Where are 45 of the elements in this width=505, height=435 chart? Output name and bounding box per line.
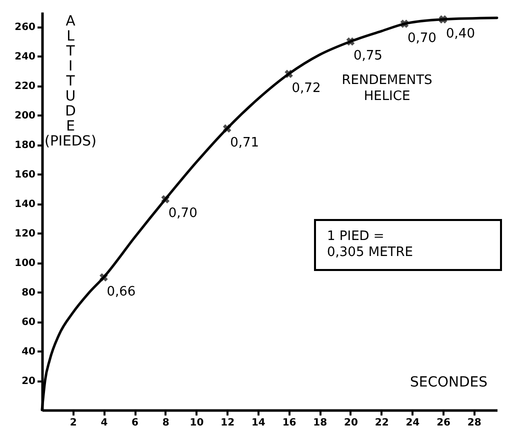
annotation: 0,70 <box>168 206 198 222</box>
annotation: 0,72 <box>292 80 321 96</box>
point <box>438 15 448 24</box>
y-tick-label: 40 <box>22 346 36 358</box>
x-tick-label: 6 <box>132 418 139 428</box>
annotation: RENDEMENTS HELICE <box>342 73 432 104</box>
y-tick-label: 60 <box>22 317 36 328</box>
y-tick-label: 140 <box>14 199 36 210</box>
point <box>346 37 355 46</box>
x-tick-label: 20 <box>344 418 358 428</box>
annotation: 0,75 <box>353 48 382 64</box>
y-tick-label: 240 <box>14 52 36 63</box>
x-tick-label: 28 <box>467 418 482 428</box>
x-tick-label: 2 <box>70 418 77 428</box>
annotation: 0,71 <box>230 135 260 150</box>
x-tick-label: 18 <box>313 418 328 428</box>
y-tick-label: 180 <box>14 140 36 152</box>
x-tick-label: 22 <box>374 418 389 428</box>
x-tick-label: 14 <box>251 418 266 428</box>
y-tick-label: 260 <box>14 22 36 34</box>
point <box>400 20 409 28</box>
y-tick-label: 100 <box>14 258 36 270</box>
x-tick-label: 24 <box>406 418 420 428</box>
x-tick-label: 4 <box>100 418 108 428</box>
x-tick-label: 26 <box>436 418 451 428</box>
annotation: 0,70 <box>407 30 436 46</box>
y-tick-label: 80 <box>22 288 36 299</box>
x-tick-label: 8 <box>162 418 170 428</box>
x-axis-title: SECONDES <box>410 374 488 390</box>
x-tick-label: 12 <box>220 418 235 428</box>
x-tick-label: 10 <box>190 418 204 428</box>
y-tick-label: 200 <box>14 110 36 122</box>
y-tick-label: 220 <box>14 81 36 92</box>
x-tick-label: 16 <box>282 418 296 428</box>
annotation: 0,66 <box>106 284 136 300</box>
y-tick-label: 20 <box>22 376 36 388</box>
point <box>161 195 170 204</box>
point <box>222 124 232 133</box>
annotation: 1 PIED = 0,305 METRE <box>327 229 413 260</box>
annotation: 0,40 <box>446 26 475 42</box>
point <box>100 273 108 282</box>
point <box>284 70 293 78</box>
text: ALTITUDE (PIEDS) <box>44 14 97 150</box>
y-tick-label: 160 <box>14 170 36 181</box>
y-tick-label: 120 <box>14 228 36 240</box>
